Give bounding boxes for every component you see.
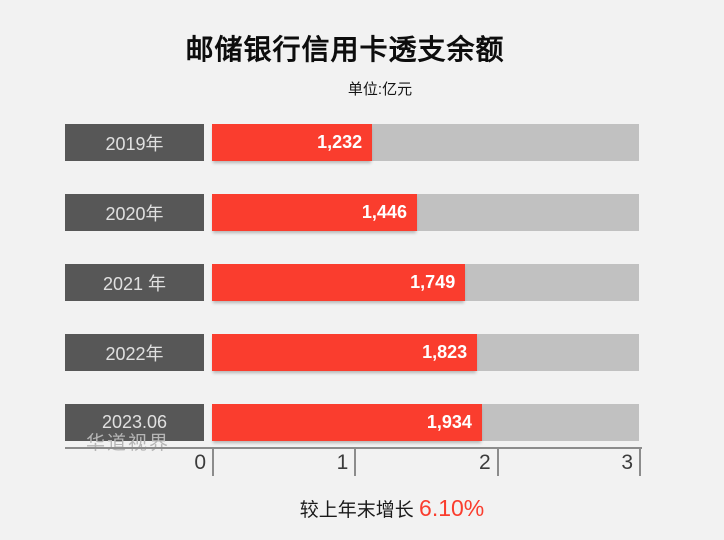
bar-fill: 1,232: [212, 124, 373, 161]
bar-row: 2022年 1,823: [65, 334, 639, 371]
year-label: 2022年: [65, 334, 204, 371]
axis-tick: [639, 449, 641, 476]
growth-note-value: 6.10%: [419, 495, 485, 521]
bar-fill: 1,446: [212, 194, 417, 231]
bar-value-label: 1,446: [361, 202, 407, 222]
bar-track: 1,232: [212, 124, 639, 161]
axis-tick: [354, 449, 357, 476]
bar-track: 1,823: [212, 334, 639, 371]
chart-title: 邮储银行信用卡透支余额: [185, 34, 505, 65]
bar-value-label: 1,232: [317, 132, 363, 152]
bar-row: 2021 年 1,749: [65, 264, 639, 301]
bar-row: 2020年 1,446: [65, 194, 639, 231]
chart-unit-label: 单位:亿元: [347, 81, 413, 98]
bar-fill: 1,749: [212, 264, 466, 301]
bar-row: 2023.06 1,934: [65, 404, 639, 441]
bar-value-label: 1,934: [426, 412, 472, 432]
year-label: 2023.06: [65, 404, 204, 441]
axis-tick-label: 1: [336, 451, 349, 474]
year-label: 2019年: [65, 124, 204, 161]
axis-tick-label: 2: [478, 451, 491, 474]
bar-chart: 2019年 1,232 2020年 1,446 2021 年 1,749 202…: [65, 124, 639, 474]
bar-value-label: 1,823: [422, 342, 468, 362]
bar-fill: 1,934: [212, 404, 482, 441]
bar-track: 1,934: [212, 404, 639, 441]
x-axis: 0 1 2 3: [65, 447, 642, 479]
axis-tick: [496, 449, 499, 476]
bar-value-label: 1,749: [410, 272, 456, 292]
bar-track: 1,749: [212, 264, 639, 301]
bar-fill: 1,823: [212, 334, 478, 371]
bar-track: 1,446: [212, 194, 639, 231]
year-label: 2020年: [65, 194, 204, 231]
axis-tick: [212, 449, 214, 476]
growth-note: 较上年末增长 6.10%: [60, 495, 724, 522]
axis-tick-label: 0: [194, 451, 206, 474]
growth-note-text: 较上年末增长: [299, 500, 420, 521]
axis-tick-label: 3: [621, 451, 633, 474]
bar-row: 2019年 1,232: [65, 124, 639, 161]
year-label: 2021 年: [65, 264, 204, 301]
